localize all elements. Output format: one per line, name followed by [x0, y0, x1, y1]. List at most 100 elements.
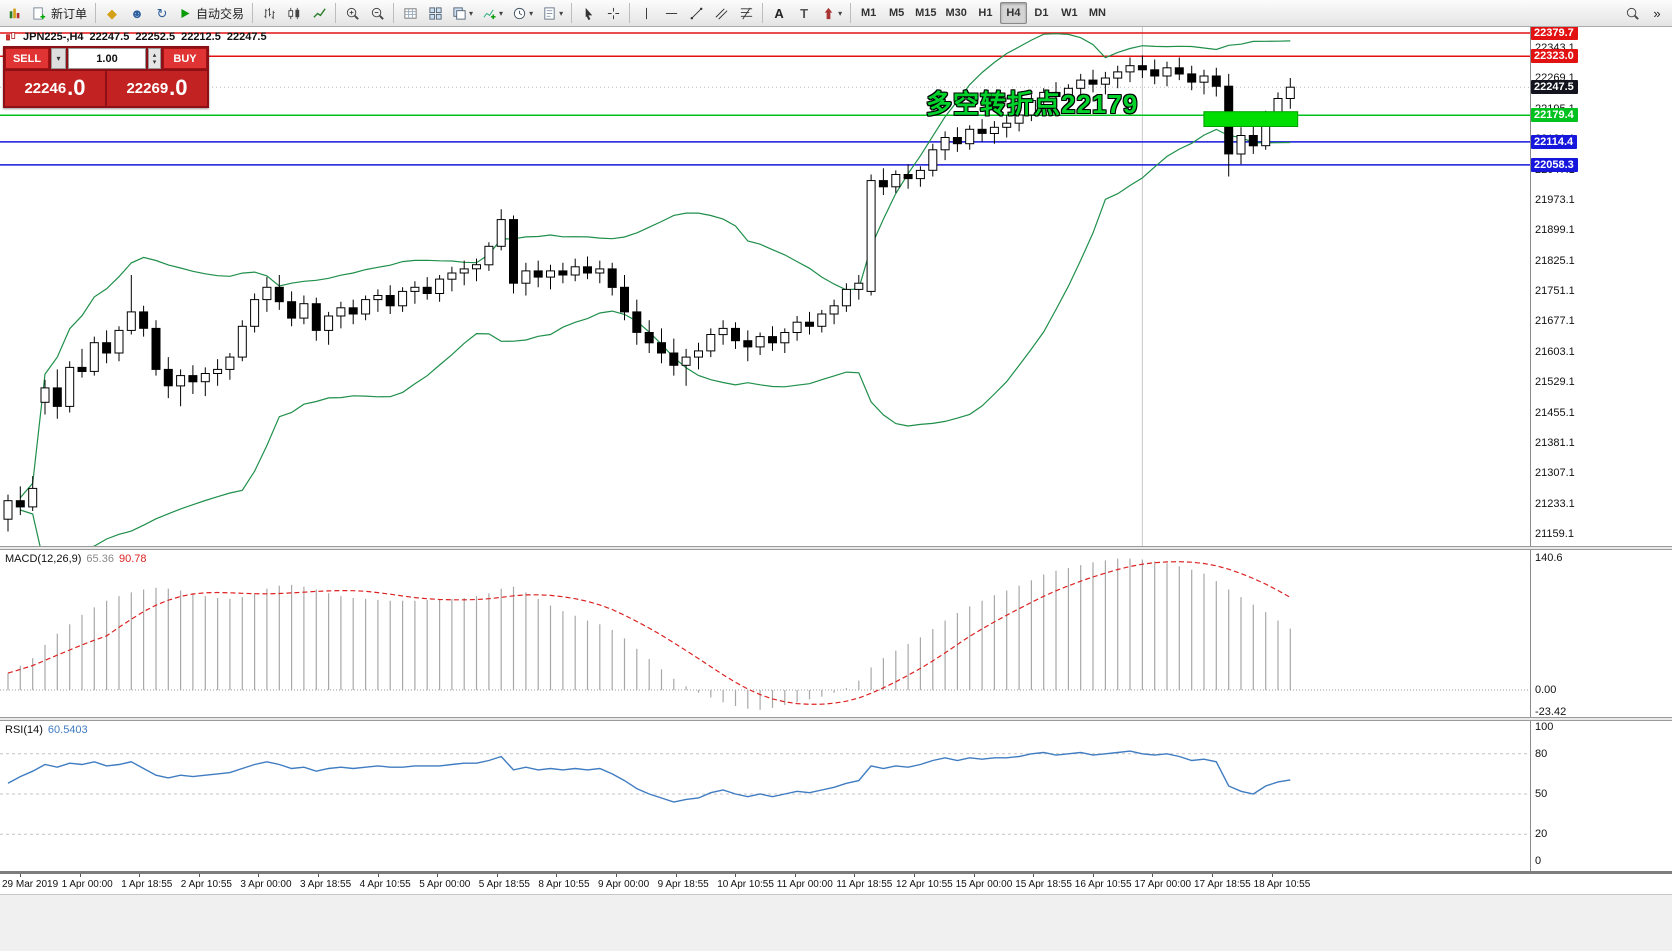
macd-chart[interactable] [0, 550, 1530, 717]
toolbar-overflow-button[interactable]: » [1645, 2, 1669, 24]
price-grid-label: 21307.1 [1535, 467, 1575, 480]
refresh-icon: ↻ [156, 5, 168, 21]
volume-input[interactable]: 1.00 [68, 48, 146, 69]
line-chart-button[interactable] [307, 2, 331, 24]
zoom-in-button[interactable] [340, 2, 364, 24]
timeframe-m30-button[interactable]: M30 [945, 7, 967, 19]
price-grid-label: 21751.1 [1535, 285, 1575, 297]
new-order-button[interactable]: 新订单 [28, 2, 91, 24]
caret-down-icon: ▾ [499, 8, 504, 18]
cascade-windows-button[interactable]: ▾ [448, 2, 477, 24]
channel-button[interactable] [709, 2, 733, 24]
macd-panel[interactable] [0, 550, 1530, 717]
rsi-panel[interactable] [0, 721, 1530, 871]
horizontal-line-button[interactable] [659, 2, 683, 24]
buy-button[interactable]: BUY [163, 48, 207, 69]
candle-wicks [7, 55, 1291, 532]
timeframe-m5-button[interactable]: M5 [888, 7, 905, 19]
stepper-down-icon: ▾ [152, 58, 157, 66]
text-button[interactable]: A [767, 2, 791, 24]
time-tick [556, 874, 558, 877]
timeframe-h1-button[interactable]: H1 [978, 7, 993, 19]
price-grid-label: 21529.1 [1535, 376, 1575, 389]
search-button[interactable] [1620, 2, 1644, 24]
vertical-line-button[interactable] [634, 2, 658, 24]
cascade-windows-icon [453, 6, 466, 20]
candlestick-chart-button[interactable] [282, 2, 306, 24]
time-label: 1 Apr 00:00 [61, 879, 113, 890]
sell-button[interactable]: SELL [5, 48, 49, 69]
bar-chart-button[interactable] [257, 2, 281, 24]
fibonacci-button[interactable] [734, 2, 758, 24]
time-tick [437, 874, 439, 877]
timeframe-w1-button[interactable]: W1 [1061, 7, 1078, 19]
timeframe-m15-button[interactable]: M15 [915, 7, 937, 19]
periods-button[interactable]: ▾ [508, 2, 537, 24]
price-grid-label: 21381.1 [1535, 436, 1575, 449]
ohlc-low: 22212.5 [181, 31, 221, 43]
arrows-button[interactable]: ▾ [817, 2, 846, 24]
pivot-annotation: 多空转折点22179 [926, 89, 1139, 119]
rsi-axis-label: 80 [1535, 747, 1548, 760]
time-label: 18 Apr 10:55 [1253, 879, 1311, 890]
timeframe-d1-button[interactable]: D1 [1034, 7, 1049, 19]
rsi-chart[interactable] [0, 721, 1530, 871]
price-grid-label: 21825.1 [1535, 254, 1575, 267]
tile-windows-button[interactable] [423, 2, 447, 24]
buy-price[interactable]: 22269.0 [107, 71, 207, 106]
panel-splitter[interactable] [0, 546, 1672, 550]
refresh-button[interactable]: ↻ [150, 2, 174, 24]
trendline-button[interactable] [684, 2, 708, 24]
ohlc-open: 22247.5 [89, 31, 130, 43]
chart-ohlc-info: JPN225-,H4 22247.5 22252.5 22212.5 22247… [5, 31, 267, 43]
time-tick [1092, 874, 1094, 877]
price-marker: 22323.0 [1531, 49, 1578, 64]
order-settings-dropdown[interactable]: ▾ [51, 48, 66, 69]
zoom-out-button[interactable] [365, 2, 389, 24]
autotrading-play-icon [181, 8, 190, 18]
timeframe-m1-button[interactable]: M1 [860, 7, 877, 19]
time-label: 15 Apr 18:55 [1015, 879, 1072, 890]
caret-down-icon: ▾ [469, 8, 474, 18]
panel-splitter[interactable] [0, 717, 1672, 721]
time-tick [1271, 874, 1273, 877]
cursor-icon [585, 7, 592, 20]
time-axis[interactable]: 29 Mar 2019 1 Apr 00:00 1 Apr 18:55 2 Apr 1… [0, 874, 1672, 894]
bollinger-upper-band [19, 33, 1291, 499]
sell-price[interactable]: 22246.0 [5, 71, 105, 106]
chart-frame [0, 871, 1672, 874]
price-grid-label: 21233.1 [1535, 497, 1575, 510]
price-axis-border [1530, 27, 1531, 871]
volume-stepper[interactable]: ▴ ▾ [148, 48, 161, 69]
horizontal-line-icon [665, 12, 677, 14]
price-grid-label: 21603.1 [1535, 345, 1575, 358]
candlestick-chart[interactable] [0, 27, 1530, 546]
macd-signal-line [7, 561, 1291, 705]
profiles-button[interactable]: ☻ [125, 2, 149, 24]
rsi-axis-label: 100 [1535, 721, 1554, 733]
time-tick [1152, 874, 1154, 877]
timeframe-mn-button[interactable]: MN [1088, 7, 1106, 19]
time-tick [794, 874, 796, 877]
cursor-button[interactable] [576, 2, 600, 24]
caret-down-icon: ▾ [838, 8, 843, 18]
templates-button[interactable]: ▾ [538, 2, 567, 24]
time-label: 16 Apr 10:55 [1074, 879, 1132, 890]
price-grid-label: 21159.1 [1535, 527, 1574, 540]
bull-candles [3, 65, 1295, 520]
crosshair-button[interactable] [601, 2, 625, 24]
candlestick-icon [287, 7, 299, 19]
main-chart-panel[interactable]: JPN225-,H4 22247.5 22252.5 22212.5 22247… [0, 27, 1530, 546]
autotrading-button[interactable]: 自动交易 [175, 2, 248, 24]
time-tick [318, 874, 319, 877]
rsi-axis-label: 20 [1535, 828, 1548, 841]
data-window-button[interactable] [398, 2, 422, 24]
metaeditor-button[interactable]: ◆ [100, 2, 124, 24]
indicators-button[interactable]: ▾ [478, 2, 507, 24]
new-order-icon [33, 6, 46, 20]
crosshair-icon [607, 7, 619, 19]
app-logo-icon [9, 8, 20, 19]
label-button[interactable]: T [792, 2, 816, 24]
timeframe-h4-button[interactable]: H4 [999, 2, 1027, 24]
time-tick [735, 874, 737, 877]
